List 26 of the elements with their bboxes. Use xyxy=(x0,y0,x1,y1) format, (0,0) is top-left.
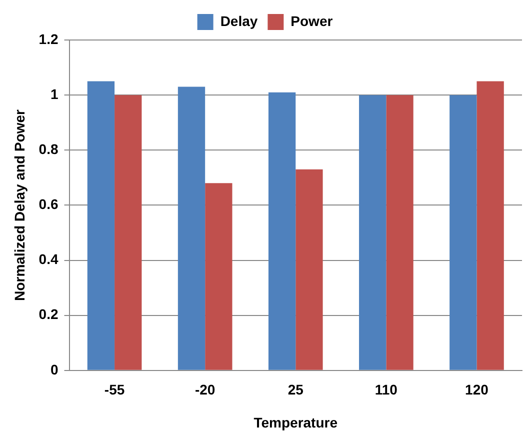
x-tick-label: -20 xyxy=(194,382,216,398)
bar xyxy=(178,86,206,370)
x-tick-label: 25 xyxy=(288,382,304,398)
y-tick-label: 1 xyxy=(50,86,58,102)
bar xyxy=(87,81,115,370)
legend-label: Power xyxy=(290,12,334,29)
y-tick-label: 0.8 xyxy=(38,140,58,157)
x-axis-title: Temperature xyxy=(254,414,338,430)
legend-label: Delay xyxy=(220,12,258,29)
bar xyxy=(268,92,296,370)
y-tick-label: 0.6 xyxy=(38,196,58,212)
bar xyxy=(359,95,386,370)
y-tick-label: 0 xyxy=(50,361,58,378)
x-tick-label: 110 xyxy=(374,382,398,398)
bar xyxy=(476,81,504,370)
y-tick-label: 0.2 xyxy=(38,306,58,322)
y-tick-label: 0.4 xyxy=(38,251,58,268)
bar xyxy=(386,95,414,370)
x-tick-label: -55 xyxy=(104,382,125,398)
y-axis-title: Normalized Delay and Power xyxy=(11,108,28,301)
bar xyxy=(205,183,232,370)
bar xyxy=(450,95,477,370)
y-tick-label: 1.2 xyxy=(38,30,58,47)
x-tick-label: 120 xyxy=(465,382,489,398)
bar xyxy=(296,169,323,370)
bar xyxy=(114,95,142,370)
